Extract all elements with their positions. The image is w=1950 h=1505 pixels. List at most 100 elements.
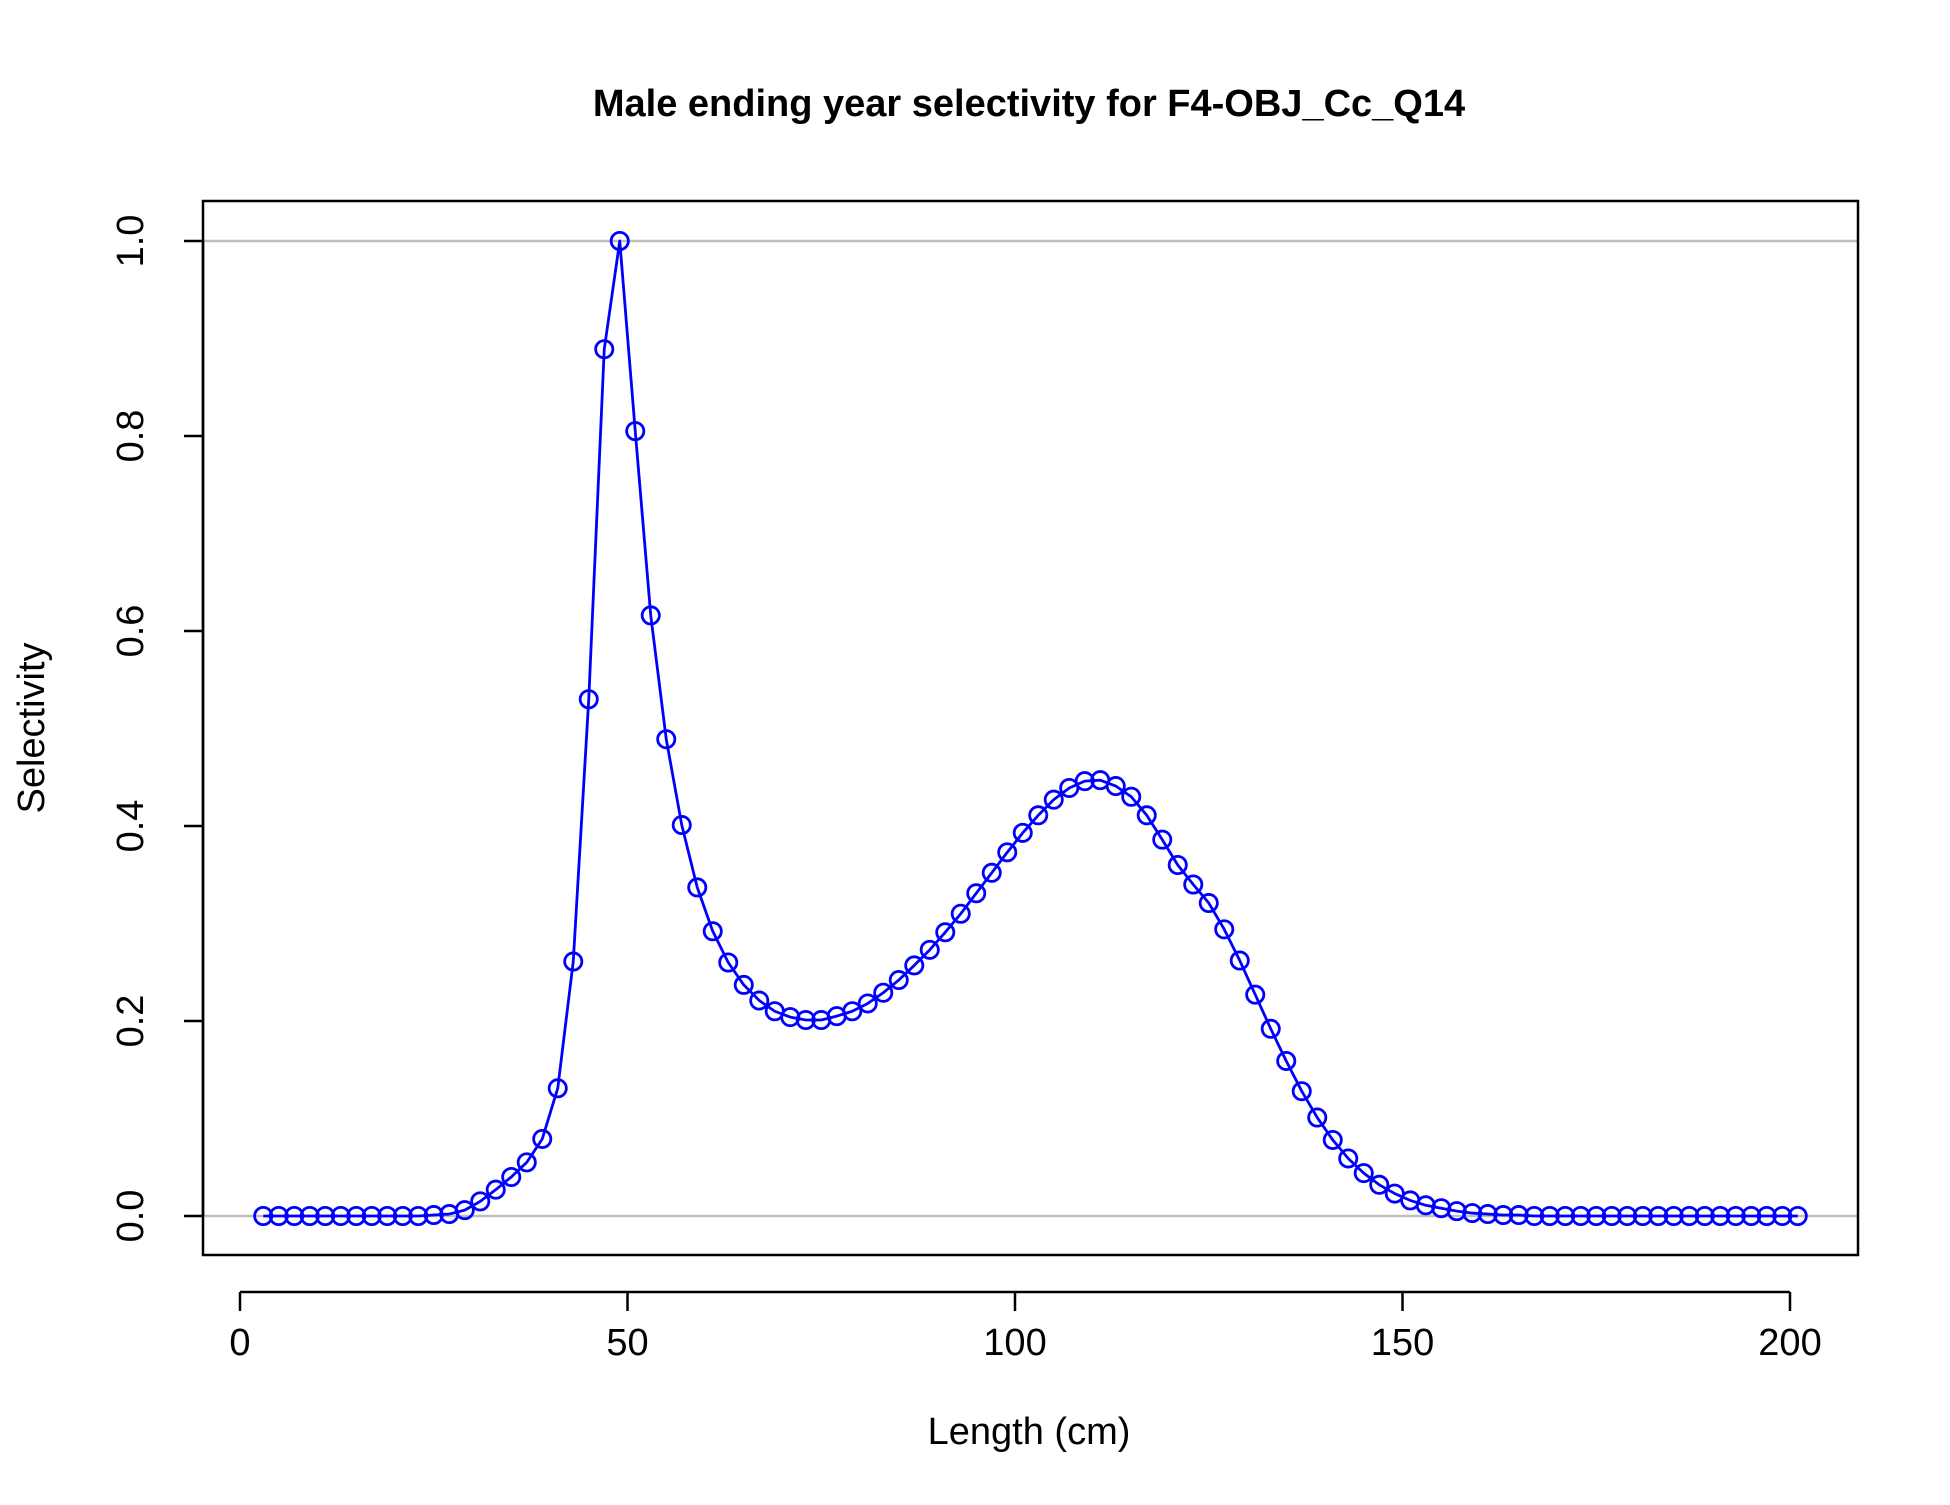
data-point bbox=[718, 952, 739, 973]
data-point bbox=[1198, 893, 1219, 914]
x-tick-label: 50 bbox=[606, 1322, 648, 1364]
data-point bbox=[1787, 1206, 1808, 1227]
y-axis: 0.0 0.2 0.4 0.6 0.8 1.0 bbox=[110, 215, 205, 1243]
data-point bbox=[1446, 1201, 1467, 1222]
data-point bbox=[1617, 1206, 1638, 1227]
data-point bbox=[1121, 786, 1142, 807]
data-point bbox=[1710, 1206, 1731, 1227]
data-point bbox=[454, 1200, 475, 1221]
data-point bbox=[1648, 1206, 1669, 1227]
data-point bbox=[1043, 789, 1064, 810]
data-point bbox=[1539, 1206, 1560, 1227]
data-point bbox=[268, 1206, 289, 1227]
y-tick-label: 0.4 bbox=[110, 800, 152, 853]
data-point bbox=[1772, 1206, 1793, 1227]
y-axis-label: Selectivity bbox=[11, 642, 53, 813]
data-point bbox=[1105, 776, 1126, 797]
data-point bbox=[795, 1010, 816, 1031]
data-point bbox=[1756, 1206, 1777, 1227]
data-point bbox=[1493, 1205, 1514, 1226]
data-point bbox=[1725, 1206, 1746, 1227]
x-tick-label: 100 bbox=[983, 1322, 1046, 1364]
x-tick-label: 150 bbox=[1371, 1322, 1434, 1364]
data-point bbox=[408, 1206, 429, 1227]
data-point bbox=[1028, 805, 1049, 826]
data-point bbox=[1679, 1206, 1700, 1227]
y-tick-label: 0.8 bbox=[110, 410, 152, 463]
data-point bbox=[470, 1191, 491, 1212]
data-point bbox=[1136, 805, 1157, 826]
data-point bbox=[1508, 1205, 1529, 1226]
data-point bbox=[687, 877, 708, 898]
data-point bbox=[1369, 1174, 1390, 1195]
data-point bbox=[361, 1206, 382, 1227]
data-point bbox=[609, 230, 630, 251]
data-point bbox=[1353, 1163, 1374, 1184]
data-point bbox=[315, 1206, 336, 1227]
data-point bbox=[656, 729, 677, 750]
data-point bbox=[702, 921, 723, 942]
data-point bbox=[501, 1167, 522, 1188]
data-point bbox=[1694, 1206, 1715, 1227]
x-axis-label: Length (cm) bbox=[928, 1411, 1131, 1453]
chart-title: Male ending year selectivity for F4-OBJ_… bbox=[593, 83, 1465, 125]
data-point bbox=[284, 1206, 305, 1227]
data-point bbox=[671, 815, 692, 836]
data-point bbox=[625, 421, 646, 442]
x-tick-label: 200 bbox=[1758, 1322, 1821, 1364]
data-point bbox=[1260, 1018, 1281, 1039]
data-point bbox=[346, 1206, 367, 1227]
data-point bbox=[594, 339, 615, 360]
data-point bbox=[253, 1206, 274, 1227]
data-point bbox=[1276, 1050, 1297, 1071]
data-point bbox=[888, 970, 909, 991]
data-point bbox=[1570, 1206, 1591, 1227]
data-point bbox=[904, 955, 925, 976]
data-point bbox=[640, 605, 661, 626]
data-point bbox=[1338, 1148, 1359, 1169]
data-point bbox=[1229, 950, 1250, 971]
data-point bbox=[842, 1001, 863, 1022]
y-tick-label: 0.2 bbox=[110, 995, 152, 1048]
data-point bbox=[935, 922, 956, 943]
data-point bbox=[1632, 1206, 1653, 1227]
data-point bbox=[733, 974, 754, 995]
data-point bbox=[1462, 1203, 1483, 1224]
data-point bbox=[578, 689, 599, 710]
data-point bbox=[485, 1179, 506, 1200]
data-point bbox=[1291, 1081, 1312, 1102]
data-point bbox=[749, 990, 770, 1011]
data-point bbox=[1524, 1206, 1545, 1227]
data-point bbox=[997, 842, 1018, 863]
data-point bbox=[1074, 771, 1095, 792]
data-point bbox=[377, 1206, 398, 1227]
data-point bbox=[1183, 874, 1204, 895]
data-point bbox=[981, 862, 1002, 883]
y-tick-label: 0.6 bbox=[110, 605, 152, 658]
series-points-group bbox=[253, 230, 1808, 1227]
data-point bbox=[1012, 822, 1033, 843]
data-point bbox=[1245, 984, 1266, 1005]
data-point bbox=[516, 1152, 537, 1173]
x-axis: 0 50 100 150 200 bbox=[229, 1290, 1822, 1364]
data-point bbox=[1586, 1206, 1607, 1227]
data-point bbox=[873, 982, 894, 1003]
y-tick-label: 0.0 bbox=[110, 1190, 152, 1243]
data-point bbox=[563, 951, 584, 972]
data-point bbox=[392, 1206, 413, 1227]
data-point bbox=[1741, 1206, 1762, 1227]
data-point bbox=[1152, 829, 1173, 850]
data-point bbox=[1601, 1206, 1622, 1227]
data-point bbox=[547, 1078, 568, 1099]
y-tick-label: 1.0 bbox=[110, 215, 152, 268]
data-point bbox=[1322, 1129, 1343, 1150]
data-point bbox=[1477, 1204, 1498, 1225]
x-tick-label: 0 bbox=[229, 1322, 250, 1364]
data-point bbox=[857, 993, 878, 1014]
data-point bbox=[1307, 1107, 1328, 1128]
data-point bbox=[1167, 855, 1188, 876]
data-point bbox=[966, 883, 987, 904]
